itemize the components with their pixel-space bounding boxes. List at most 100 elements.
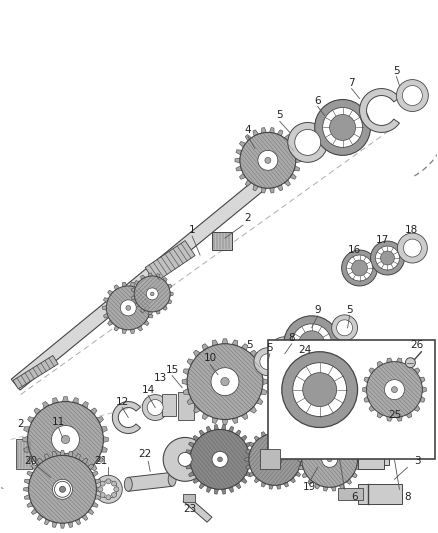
Polygon shape [261, 188, 266, 193]
Polygon shape [406, 361, 412, 367]
Polygon shape [155, 310, 160, 314]
Circle shape [258, 150, 278, 171]
Polygon shape [92, 471, 98, 477]
Circle shape [187, 344, 263, 419]
Polygon shape [357, 449, 385, 470]
Polygon shape [130, 282, 134, 287]
Polygon shape [134, 280, 139, 285]
Circle shape [346, 255, 372, 281]
Text: 9: 9 [314, 305, 321, 315]
Polygon shape [28, 417, 34, 423]
Polygon shape [37, 514, 43, 521]
Polygon shape [75, 454, 81, 460]
Circle shape [53, 479, 72, 499]
Circle shape [163, 438, 207, 481]
Polygon shape [103, 298, 109, 303]
Circle shape [265, 157, 271, 163]
Polygon shape [63, 397, 68, 402]
Text: 5: 5 [393, 66, 400, 76]
Polygon shape [72, 475, 78, 481]
Circle shape [126, 305, 131, 310]
FancyBboxPatch shape [183, 494, 195, 502]
Polygon shape [277, 130, 283, 136]
Polygon shape [188, 442, 194, 447]
Polygon shape [144, 320, 149, 326]
Polygon shape [103, 313, 109, 318]
Polygon shape [250, 406, 257, 413]
Polygon shape [27, 471, 33, 477]
Circle shape [302, 432, 357, 487]
Polygon shape [356, 465, 360, 470]
Polygon shape [377, 412, 383, 418]
Polygon shape [144, 290, 149, 296]
Polygon shape [68, 522, 72, 528]
Polygon shape [34, 408, 41, 415]
Circle shape [392, 386, 397, 393]
Polygon shape [95, 479, 101, 484]
Polygon shape [199, 430, 205, 436]
Circle shape [28, 401, 103, 478]
Circle shape [178, 453, 192, 466]
Polygon shape [377, 361, 383, 367]
Polygon shape [229, 487, 233, 492]
Polygon shape [97, 417, 103, 423]
FancyBboxPatch shape [357, 484, 403, 504]
Polygon shape [414, 405, 420, 411]
Polygon shape [249, 472, 254, 477]
Polygon shape [148, 298, 153, 303]
Polygon shape [134, 303, 139, 307]
Text: 8: 8 [404, 492, 411, 502]
Polygon shape [82, 458, 88, 464]
Polygon shape [284, 134, 290, 141]
Polygon shape [108, 320, 113, 326]
Circle shape [303, 373, 337, 407]
Polygon shape [72, 398, 78, 403]
Text: 5: 5 [247, 340, 253, 350]
Polygon shape [206, 426, 212, 432]
Polygon shape [256, 398, 263, 405]
Polygon shape [295, 442, 300, 447]
Polygon shape [168, 299, 172, 304]
Circle shape [314, 100, 371, 155]
Circle shape [146, 288, 158, 300]
Polygon shape [302, 472, 307, 478]
Text: 5: 5 [267, 343, 273, 353]
Polygon shape [23, 437, 28, 442]
Polygon shape [250, 457, 255, 462]
Polygon shape [145, 240, 195, 282]
Polygon shape [24, 427, 30, 433]
Text: 25: 25 [388, 409, 401, 419]
Polygon shape [155, 273, 160, 278]
Circle shape [114, 487, 119, 492]
Polygon shape [162, 305, 167, 310]
Circle shape [381, 251, 395, 265]
Polygon shape [31, 464, 38, 470]
Polygon shape [188, 471, 194, 477]
Polygon shape [369, 368, 375, 374]
Circle shape [321, 451, 338, 467]
Text: 6: 6 [351, 492, 358, 502]
Polygon shape [298, 457, 302, 462]
Polygon shape [88, 464, 94, 470]
Polygon shape [245, 134, 251, 141]
Polygon shape [130, 329, 134, 334]
Polygon shape [357, 457, 361, 462]
FancyBboxPatch shape [338, 488, 363, 500]
Polygon shape [261, 482, 266, 487]
FancyBboxPatch shape [162, 393, 176, 416]
Polygon shape [232, 417, 238, 423]
Polygon shape [183, 369, 189, 375]
Circle shape [60, 486, 66, 492]
Circle shape [52, 425, 79, 454]
Polygon shape [182, 378, 187, 385]
Polygon shape [114, 285, 120, 290]
Polygon shape [53, 398, 59, 403]
Circle shape [323, 108, 363, 148]
Polygon shape [364, 397, 369, 402]
Circle shape [98, 487, 103, 492]
Polygon shape [308, 434, 313, 440]
Polygon shape [294, 166, 300, 171]
Text: 22: 22 [138, 449, 152, 459]
Polygon shape [88, 508, 94, 514]
Polygon shape [25, 495, 30, 499]
